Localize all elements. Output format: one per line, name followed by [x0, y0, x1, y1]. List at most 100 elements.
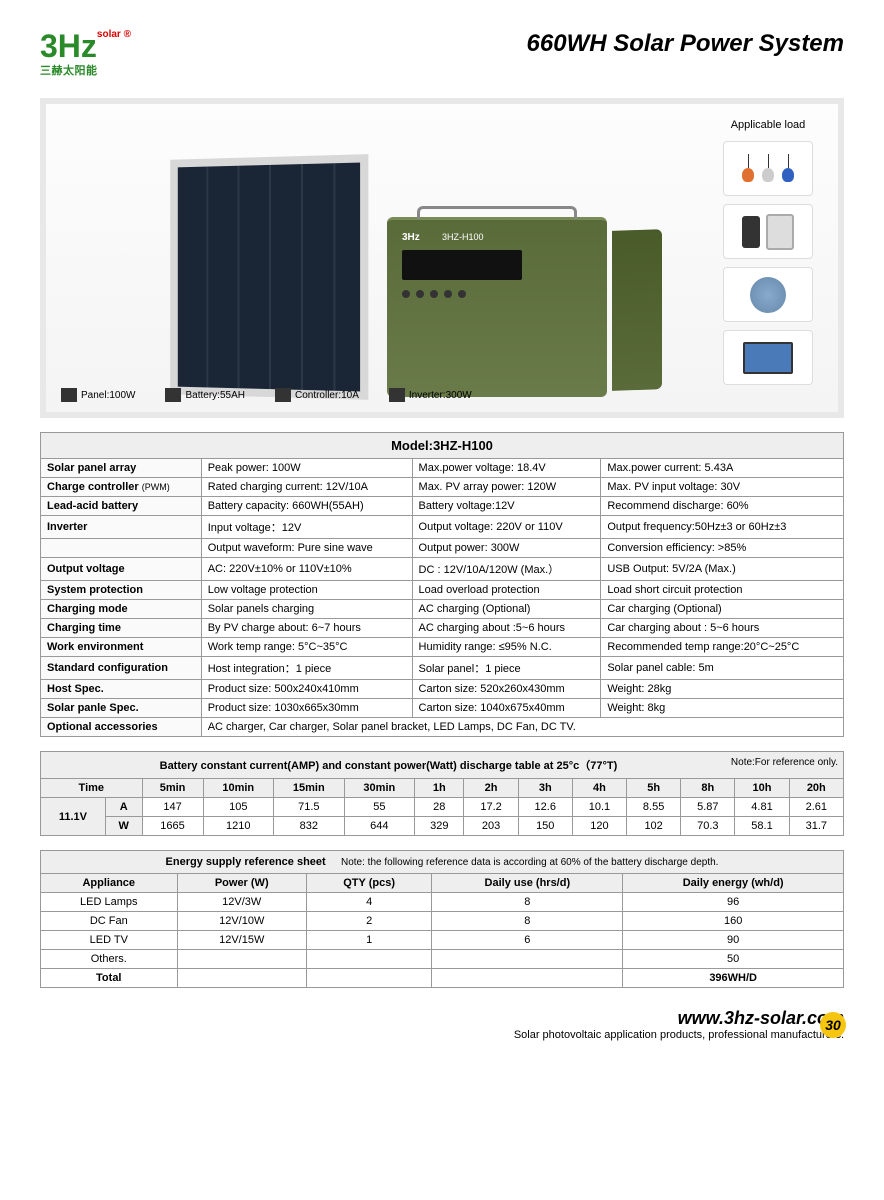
discharge-val: 17.2 [464, 798, 518, 817]
discharge-val: 31.7 [789, 817, 843, 836]
energy-val: 2 [306, 912, 431, 931]
spec-icon [389, 388, 405, 402]
energy-row: LED TV12V/15W1690 [41, 931, 844, 950]
spec-val: Solar panel cable: 5m [601, 657, 844, 680]
energy-row: LED Lamps12V/3W4896 [41, 893, 844, 912]
page-header: 3Hzsolar ® 三赫太阳能 660WH Solar Power Syste… [40, 30, 844, 78]
energy-val: 6 [432, 931, 623, 950]
discharge-val: 1210 [203, 817, 274, 836]
spec-val: Recommended temp range:20°C~25°C [601, 638, 844, 657]
energy-col: QTY (pcs) [306, 874, 431, 893]
spec-val: Output frequency:50Hz±3 or 60Hz±3 [601, 516, 844, 539]
spec-val: Car charging about : 5~6 hours [601, 619, 844, 638]
discharge-val: 2.61 [789, 798, 843, 817]
discharge-val: 28 [415, 798, 464, 817]
energy-val [306, 950, 431, 969]
spec-val: Weight: 8kg [601, 699, 844, 718]
spec-row: Charging timeBy PV charge about: 6~7 hou… [41, 619, 844, 638]
energy-val: 12V/15W [177, 931, 306, 950]
spec-val: Load overload protection [412, 581, 601, 600]
spec-key: Solar panel array [41, 459, 202, 478]
spec-val: AC charging about :5~6 hours [412, 619, 601, 638]
spec-row: Lead-acid batteryBattery capacity: 660WH… [41, 497, 844, 516]
energy-val [432, 950, 623, 969]
spec-key: Charge controller (PWM) [41, 478, 202, 497]
spec-val: AC charging (Optional) [412, 600, 601, 619]
energy-row: DC Fan12V/10W28160 [41, 912, 844, 931]
energy-val: 90 [623, 931, 844, 950]
spec-key: Solar panle Spec. [41, 699, 202, 718]
time-header: Time [41, 779, 143, 798]
spec-label: Panel:100W [81, 390, 135, 401]
energy-note: Note: the following reference data is ac… [341, 857, 718, 868]
spec-val: DC : 12V/10A/120W (Max.） [412, 558, 601, 581]
energy-val: 8 [432, 912, 623, 931]
footer-url: www.3hz-solar.com [40, 1008, 844, 1029]
spec-key: Host Spec. [41, 680, 202, 699]
spec-row: Host Spec.Product size: 500x240x410mmCar… [41, 680, 844, 699]
voltage-cell: 11.1V [41, 798, 106, 836]
energy-val: 12V/3W [177, 893, 306, 912]
unit-cell: A [105, 798, 142, 817]
brand-text: 3Hz [40, 28, 97, 64]
spec-key: Optional accessories [41, 718, 202, 737]
discharge-val: 203 [464, 817, 518, 836]
spec-val: USB Output: 5V/2A (Max.) [601, 558, 844, 581]
bulb-icon [761, 154, 775, 184]
spec-icon [275, 388, 291, 402]
spec-label: Controller:10A [295, 390, 359, 401]
discharge-val: 58.1 [735, 817, 789, 836]
discharge-val: 120 [572, 817, 626, 836]
bulb-icon [741, 154, 755, 184]
energy-val: 50 [623, 950, 844, 969]
spec-row: InverterInput voltage：12VOutput voltage:… [41, 516, 844, 539]
load-bulbs [723, 141, 813, 196]
discharge-val: 55 [344, 798, 415, 817]
spec-item: Inverter:300W [389, 388, 472, 402]
tablet-icon [766, 214, 794, 250]
energy-row: Others.50 [41, 950, 844, 969]
discharge-val: 8.55 [627, 798, 681, 817]
spec-val: Output voltage: 220V or 110V [412, 516, 601, 539]
time-col: 15min [274, 779, 345, 798]
discharge-val: 1665 [142, 817, 203, 836]
spec-icon [165, 388, 181, 402]
applicable-load-column: Applicable load [713, 119, 823, 397]
discharge-val: 150 [518, 817, 572, 836]
spec-val: Output waveform: Pure sine wave [201, 539, 412, 558]
energy-table: Energy supply reference sheet Note: the … [40, 850, 844, 988]
spec-row: Output voltageAC: 220V±10% or 110V±10%DC… [41, 558, 844, 581]
model-header: Model:3HZ-H100 [41, 433, 844, 459]
spec-val: Work temp range: 5°C~35°C [201, 638, 412, 657]
spec-row: Work environmentWork temp range: 5°C~35°… [41, 638, 844, 657]
spec-val: Battery voltage:12V [412, 497, 601, 516]
page-footer: www.3hz-solar.com Solar photovoltaic app… [40, 1008, 844, 1041]
energy-col: Daily use (hrs/d) [432, 874, 623, 893]
spec-key: Output voltage [41, 558, 202, 581]
unit-controls [402, 290, 466, 298]
spec-val: Recommend discharge: 60% [601, 497, 844, 516]
time-col: 30min [344, 779, 415, 798]
discharge-val: 147 [142, 798, 203, 817]
spec-val: Host integration：1 piece [201, 657, 412, 680]
time-col: 10min [203, 779, 274, 798]
spec-val: Input voltage：12V [201, 516, 412, 539]
total-label: Total [41, 969, 178, 988]
energy-val: DC Fan [41, 912, 178, 931]
discharge-val: 832 [274, 817, 345, 836]
discharge-val: 329 [415, 817, 464, 836]
hero-section: 3Hz 3HZ-H100 Panel:100WBattery:55AHContr… [40, 98, 844, 418]
spec-key: Charging mode [41, 600, 202, 619]
unit-side [612, 229, 662, 391]
discharge-val: 70.3 [681, 817, 735, 836]
time-col: 1h [415, 779, 464, 798]
discharge-val: 644 [344, 817, 415, 836]
monitor-icon [743, 342, 793, 374]
hero-main: 3Hz 3HZ-H100 [61, 119, 713, 397]
spec-val: Output power: 300W [412, 539, 601, 558]
spec-val: Weight: 28kg [601, 680, 844, 699]
spec-val: AC charger, Car charger, Solar panel bra… [201, 718, 843, 737]
load-devices [723, 204, 813, 259]
unit-cell: W [105, 817, 142, 836]
discharge-title-cell: Battery constant current(AMP) and consta… [41, 752, 844, 779]
